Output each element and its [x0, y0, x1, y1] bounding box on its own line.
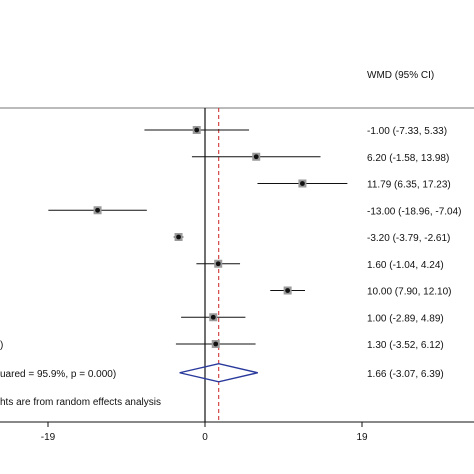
- study-point: [215, 261, 221, 267]
- overall-estimate-label: 1.66 (-3.07, 6.39): [367, 369, 444, 380]
- study-estimate-label: -13.00 (-18.96, -7.04): [367, 206, 462, 217]
- weights-note: hts are from random effects analysis: [0, 397, 161, 408]
- study-estimate-label: 11.79 (6.35, 17.23): [367, 180, 451, 191]
- x-tick-label: 19: [356, 432, 368, 443]
- study-estimate-label: -1.00 (-7.33, 5.33): [367, 126, 447, 137]
- heterogeneity-text: uared = 95.9%, p = 0.000): [0, 369, 116, 380]
- column-header: WMD (95% CI): [367, 70, 434, 81]
- study-estimate-label: 1.60 (-1.04, 4.24): [367, 260, 444, 271]
- study-estimate-label: 1.30 (-3.52, 6.12): [367, 340, 444, 351]
- study-point: [210, 314, 216, 320]
- study-point: [285, 288, 291, 293]
- x-tick-label: 0: [202, 432, 208, 443]
- study-point: [194, 127, 200, 133]
- study-estimate-label: 1.00 (-2.89, 4.89): [367, 313, 444, 324]
- study-point: [213, 341, 219, 347]
- study-point: [95, 207, 100, 213]
- study-point: [253, 154, 259, 160]
- x-tick-label: -19: [41, 432, 56, 443]
- study-point: [300, 181, 305, 186]
- study-name-fragment: ): [0, 340, 3, 351]
- study-estimate-label: -3.20 (-3.79, -2.61): [367, 233, 450, 244]
- study-point: [176, 234, 181, 240]
- overall-diamond: [179, 363, 258, 383]
- study-estimate-label: 6.20 (-1.58, 13.98): [367, 153, 449, 164]
- study-estimate-label: 10.00 (7.90, 12.10): [367, 287, 452, 298]
